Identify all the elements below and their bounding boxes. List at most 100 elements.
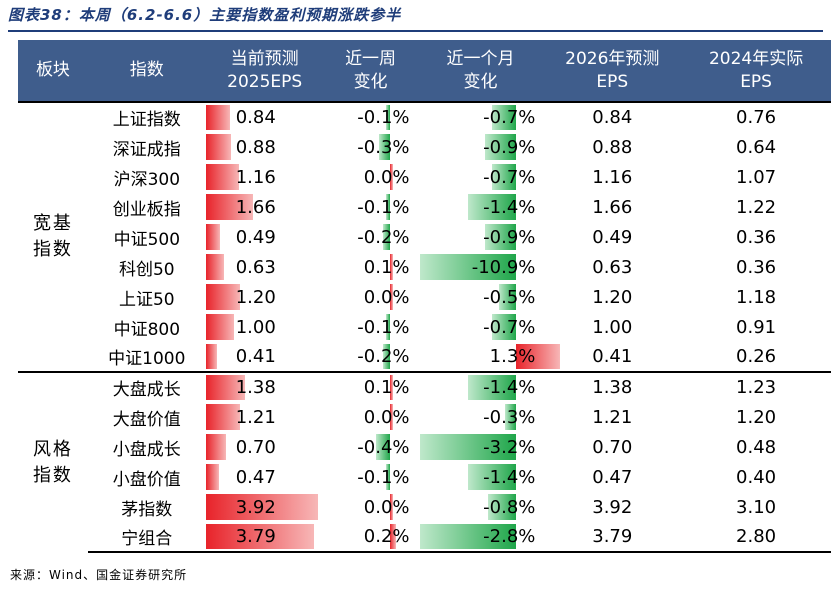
eps2026-value: 3.92 bbox=[592, 496, 633, 518]
eps2025-bar bbox=[205, 524, 314, 549]
week-change-value: 0.0% bbox=[363, 406, 410, 428]
month-change-cell: -0.5% bbox=[418, 282, 544, 312]
month-change-bar bbox=[467, 194, 516, 220]
eps2025-value: 1.00 bbox=[235, 316, 276, 338]
eps2025-bar bbox=[205, 434, 226, 460]
week-change-bar bbox=[379, 134, 390, 160]
eps2025-value: 0.70 bbox=[235, 436, 276, 458]
eps2026-value: 0.41 bbox=[592, 346, 633, 367]
month-change-cell: -0.8% bbox=[418, 492, 544, 522]
week-change-cell: -0.1% bbox=[323, 101, 418, 132]
index-name: 创业板指 bbox=[112, 199, 181, 220]
month-change-cell: -0.7% bbox=[418, 312, 544, 342]
week-change-cell: -0.1% bbox=[324, 312, 418, 342]
eps2026-value: 0.63 bbox=[592, 256, 633, 278]
header-eps2025-line2: 2025EPS bbox=[227, 71, 303, 92]
week-change-value: -0.3% bbox=[357, 136, 410, 158]
figure-title: 图表38：本周（6.2-6.6）主要指数盈利预期涨跌参半 bbox=[8, 6, 402, 24]
month-change-cell: -0.7% bbox=[417, 101, 544, 132]
eps2025-value: 1.16 bbox=[235, 166, 276, 188]
eps2025-value: 1.21 bbox=[235, 406, 276, 428]
month-change-cell: -3.2% bbox=[418, 432, 544, 462]
eps2025-value: 3.92 bbox=[235, 496, 276, 518]
month-change-bar bbox=[419, 254, 516, 280]
week-change-bar bbox=[386, 194, 390, 220]
eps2024-value: 2.80 bbox=[681, 522, 831, 553]
eps2025-bar bbox=[205, 134, 231, 160]
month-change-value: -3.2% bbox=[483, 436, 536, 458]
eps2026-value: 0.70 bbox=[592, 436, 633, 458]
group-label-line: 风格 bbox=[32, 438, 73, 460]
eps2026-value: 0.47 bbox=[592, 466, 633, 488]
week-change-cell: 0.0% bbox=[324, 162, 418, 192]
week-change-value: -0.1% bbox=[357, 316, 410, 338]
eps2025-bar bbox=[205, 224, 220, 250]
header-week-change-line1: 近一周 bbox=[345, 48, 397, 69]
group-label-line: 指数 bbox=[32, 464, 73, 486]
month-change-value: -0.8% bbox=[483, 496, 536, 518]
eps2025-value: 1.66 bbox=[235, 196, 276, 218]
month-change-value: -0.7% bbox=[483, 166, 536, 188]
month-change-value: -1.4% bbox=[483, 377, 536, 398]
week-change-bar bbox=[386, 105, 390, 130]
month-change-cell: -0.3% bbox=[418, 402, 544, 432]
eps-table: 板块 指数 当前预测 2025EPS 近一周 变化 近一个月 变化 2026年预测 EP… bbox=[18, 40, 831, 553]
table-row: 茅指数 3.92 0.0% -0.8% 3.92 3.10 bbox=[18, 492, 831, 522]
eps2025-bar bbox=[205, 194, 254, 220]
week-change-value: -0.1% bbox=[357, 107, 410, 128]
month-change-cell: -1.4% bbox=[418, 192, 544, 222]
index-name: 小盘价值 bbox=[112, 469, 181, 490]
eps2025-cell: 1.16 bbox=[205, 162, 324, 192]
table-row: 宁组合 3.79 0.2% -2.8% 3.79 2.80 bbox=[18, 522, 831, 553]
week-change-cell: 0.0% bbox=[324, 492, 418, 522]
header-month-change-line1: 近一个月 bbox=[446, 48, 515, 69]
month-change-bar bbox=[419, 434, 516, 460]
source-note: 来源：Wind、国金证券研究所 bbox=[10, 568, 188, 582]
eps2026-value: 1.20 bbox=[592, 286, 633, 308]
month-change-bar bbox=[491, 105, 516, 130]
eps2024-value: 1.23 bbox=[681, 371, 831, 402]
eps2025-value: 1.38 bbox=[235, 377, 276, 398]
eps2026-value: 1.00 bbox=[592, 316, 633, 338]
week-change-value: 0.0% bbox=[363, 166, 410, 188]
month-change-bar bbox=[467, 464, 516, 490]
eps2025-bar bbox=[205, 404, 241, 430]
header-week-change: 近一周 变化 bbox=[323, 40, 418, 102]
week-change-bar bbox=[376, 434, 390, 460]
eps2025-cell: 0.63 bbox=[205, 252, 324, 282]
month-change-cell: -0.9% bbox=[418, 222, 544, 252]
table-row: 大盘价值 1.21 0.0% -0.3% 1.21 1.20 bbox=[18, 402, 831, 432]
week-change-cell: 0.2% bbox=[323, 522, 418, 553]
week-change-value: 0.2% bbox=[363, 526, 410, 547]
eps2025-value: 0.88 bbox=[235, 136, 276, 158]
month-change-cell: -1.4% bbox=[418, 462, 544, 492]
eps2025-value: 0.41 bbox=[235, 346, 276, 367]
week-change-cell: -0.1% bbox=[324, 462, 418, 492]
week-change-bar bbox=[389, 494, 393, 520]
index-name: 中证800 bbox=[113, 319, 181, 340]
index-name: 大盘成长 bbox=[87, 371, 206, 402]
eps2025-bar bbox=[205, 105, 230, 130]
table-row: 科创50 0.63 0.1% -10.9% 0.63 0.36 bbox=[18, 252, 831, 282]
eps2024-value: 0.48 bbox=[736, 436, 777, 458]
header-eps2025-line1: 当前预测 bbox=[230, 48, 299, 69]
header-category: 板块 bbox=[18, 40, 88, 102]
eps2025-cell: 0.88 bbox=[205, 132, 324, 162]
month-change-cell: 1.3% bbox=[418, 342, 560, 372]
header-eps2026: 2026年预测 EPS bbox=[543, 40, 682, 102]
eps2025-cell: 1.20 bbox=[205, 282, 324, 312]
index-name: 沪深300 bbox=[113, 169, 181, 190]
group-label-line: 指数 bbox=[32, 239, 73, 260]
month-change-value: -1.4% bbox=[483, 196, 536, 218]
eps2024-value: 0.76 bbox=[681, 101, 831, 132]
month-change-bar bbox=[505, 404, 516, 430]
eps2025-bar bbox=[205, 344, 218, 369]
week-change-cell: -0.4% bbox=[324, 432, 418, 462]
eps2025-cell: 3.92 bbox=[205, 492, 324, 522]
month-change-bar bbox=[484, 224, 516, 250]
week-change-value: -0.2% bbox=[357, 226, 410, 248]
eps2025-value: 0.49 bbox=[235, 226, 276, 248]
eps2025-value: 1.20 bbox=[235, 286, 276, 308]
eps2025-cell: 0.49 bbox=[205, 222, 324, 252]
table-row: 沪深300 1.16 0.0% -0.7% 1.16 1.07 bbox=[18, 162, 831, 192]
